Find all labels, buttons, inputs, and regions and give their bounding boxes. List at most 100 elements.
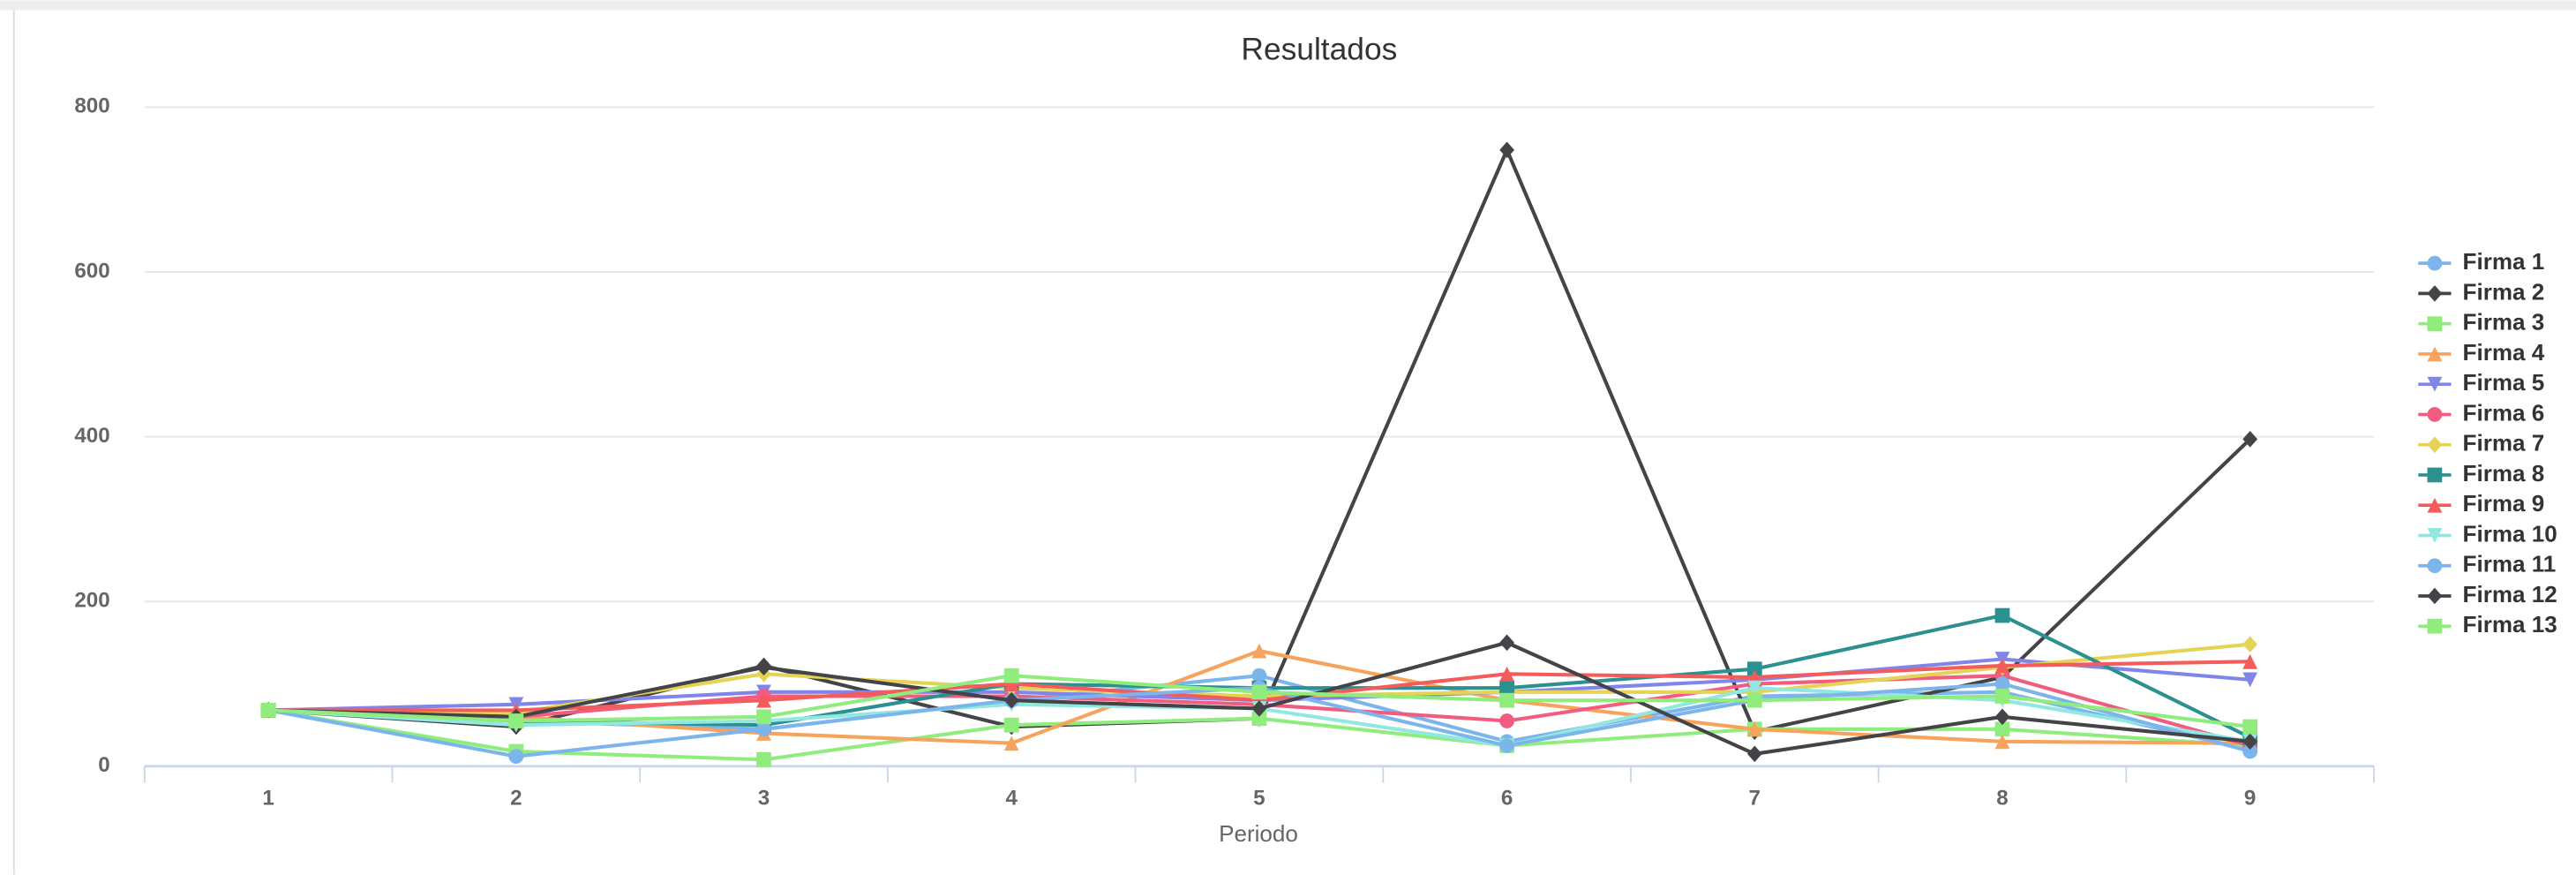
x-tick-label: 3 (758, 786, 770, 810)
x-tick-label: 8 (1996, 786, 2008, 810)
legend-label: Firma 8 (2463, 460, 2545, 487)
data-point (2242, 653, 2258, 669)
y-tick-label: 0 (98, 753, 109, 777)
legend-label: Firma 6 (2463, 399, 2545, 426)
y-tick-label: 200 (74, 589, 109, 613)
data-point (1499, 680, 1514, 696)
x-tick-label: 1 (262, 786, 274, 810)
x-tick-label: 6 (1501, 786, 1513, 810)
x-tick-label: 9 (2244, 786, 2256, 810)
data-point (756, 751, 771, 767)
legend-marker (2427, 285, 2443, 302)
data-point (1251, 643, 1267, 659)
y-tick-label: 600 (74, 259, 109, 283)
data-point (1003, 676, 1019, 691)
legend-marker (2427, 407, 2443, 422)
data-point (1994, 658, 2010, 674)
data-point (1003, 691, 1019, 709)
legend-marker (2427, 467, 2443, 483)
data-point (756, 721, 771, 737)
legend-marker (2427, 497, 2443, 513)
legend-item: Firma 12 (2418, 581, 2557, 607)
data-point (1251, 668, 1267, 683)
legend-marker (2427, 618, 2443, 634)
legend-label: Firma 13 (2463, 611, 2557, 637)
legend-label: Firma 12 (2463, 581, 2557, 607)
legend-marker (2427, 436, 2443, 453)
data-point (2242, 672, 2258, 688)
legend-item: Firma 4 (2418, 339, 2545, 366)
legend-item: Firma 8 (2418, 460, 2544, 487)
data-point (1499, 634, 1514, 652)
data-point (2242, 431, 2258, 448)
data-point (2242, 636, 2258, 653)
legend-marker (2427, 346, 2443, 362)
legend-marker (2427, 558, 2443, 574)
data-point (1003, 717, 1019, 733)
data-point (508, 749, 524, 765)
legend-label: Firma 2 (2463, 278, 2545, 305)
data-point (1499, 713, 1514, 728)
data-point (260, 702, 276, 718)
legend-marker (2427, 587, 2443, 605)
legend-item: Firma 11 (2418, 551, 2556, 577)
data-point (1746, 745, 1762, 763)
data-point (1251, 711, 1267, 727)
legend-marker (2427, 316, 2443, 332)
legend-item: Firma 6 (2418, 399, 2544, 426)
x-tick-label: 5 (1253, 786, 1265, 810)
x-tick-label: 7 (1749, 786, 1761, 810)
legend-item: Firma 1 (2418, 248, 2544, 275)
top-band (0, 0, 2576, 11)
series (260, 668, 2258, 735)
data-point (1499, 666, 1514, 682)
legend-item: Firma 13 (2418, 611, 2557, 637)
legend-label: Firma 4 (2463, 339, 2545, 366)
data-point (1003, 735, 1019, 751)
data-point (1499, 738, 1514, 753)
legend-label: Firma 3 (2463, 309, 2545, 336)
x-tick-label: 2 (510, 786, 522, 810)
data-point (756, 692, 771, 708)
legend-label: Firma 5 (2463, 369, 2545, 396)
data-point (1003, 668, 1019, 683)
data-point (1994, 676, 2010, 691)
data-point (1746, 721, 1762, 737)
data-point (1994, 721, 2010, 737)
legend-marker (2427, 528, 2443, 543)
chart-title: Resultados (1241, 32, 1397, 66)
x-tick-label: 4 (1006, 786, 1018, 810)
data-point (1746, 680, 1762, 696)
data-point (1499, 692, 1514, 708)
data-point (508, 713, 524, 728)
data-point (2242, 743, 2258, 759)
legend-item: Firma 9 (2418, 490, 2544, 517)
data-point (1499, 141, 1514, 159)
y-tick-label: 800 (74, 94, 109, 118)
legend-item: Firma 2 (2418, 278, 2544, 305)
y-tick-label: 400 (74, 424, 109, 448)
legend-marker (2427, 255, 2443, 271)
data-point (1746, 692, 1762, 708)
data-point (1994, 607, 2010, 623)
data-point (1746, 661, 1762, 677)
x-axis-title: Periodo (1219, 820, 1298, 847)
data-point (1994, 708, 2010, 726)
legend-marker (2427, 376, 2443, 392)
data-point (1251, 684, 1267, 700)
data-point (756, 709, 771, 725)
legend-item: Firma 3 (2418, 309, 2544, 336)
left-border (12, 10, 15, 875)
legend-item: Firma 10 (2418, 520, 2557, 547)
legend-label: Firma 1 (2463, 248, 2545, 275)
legend-item: Firma 5 (2418, 369, 2544, 396)
legend-label: Firma 9 (2463, 490, 2545, 517)
legend-label: Firma 11 (2463, 551, 2557, 577)
data-point (2242, 719, 2258, 735)
data-point (756, 659, 771, 676)
data-point (1994, 689, 2010, 704)
legend-label: Firma 10 (2463, 520, 2557, 547)
legend-item: Firma 7 (2418, 430, 2544, 456)
